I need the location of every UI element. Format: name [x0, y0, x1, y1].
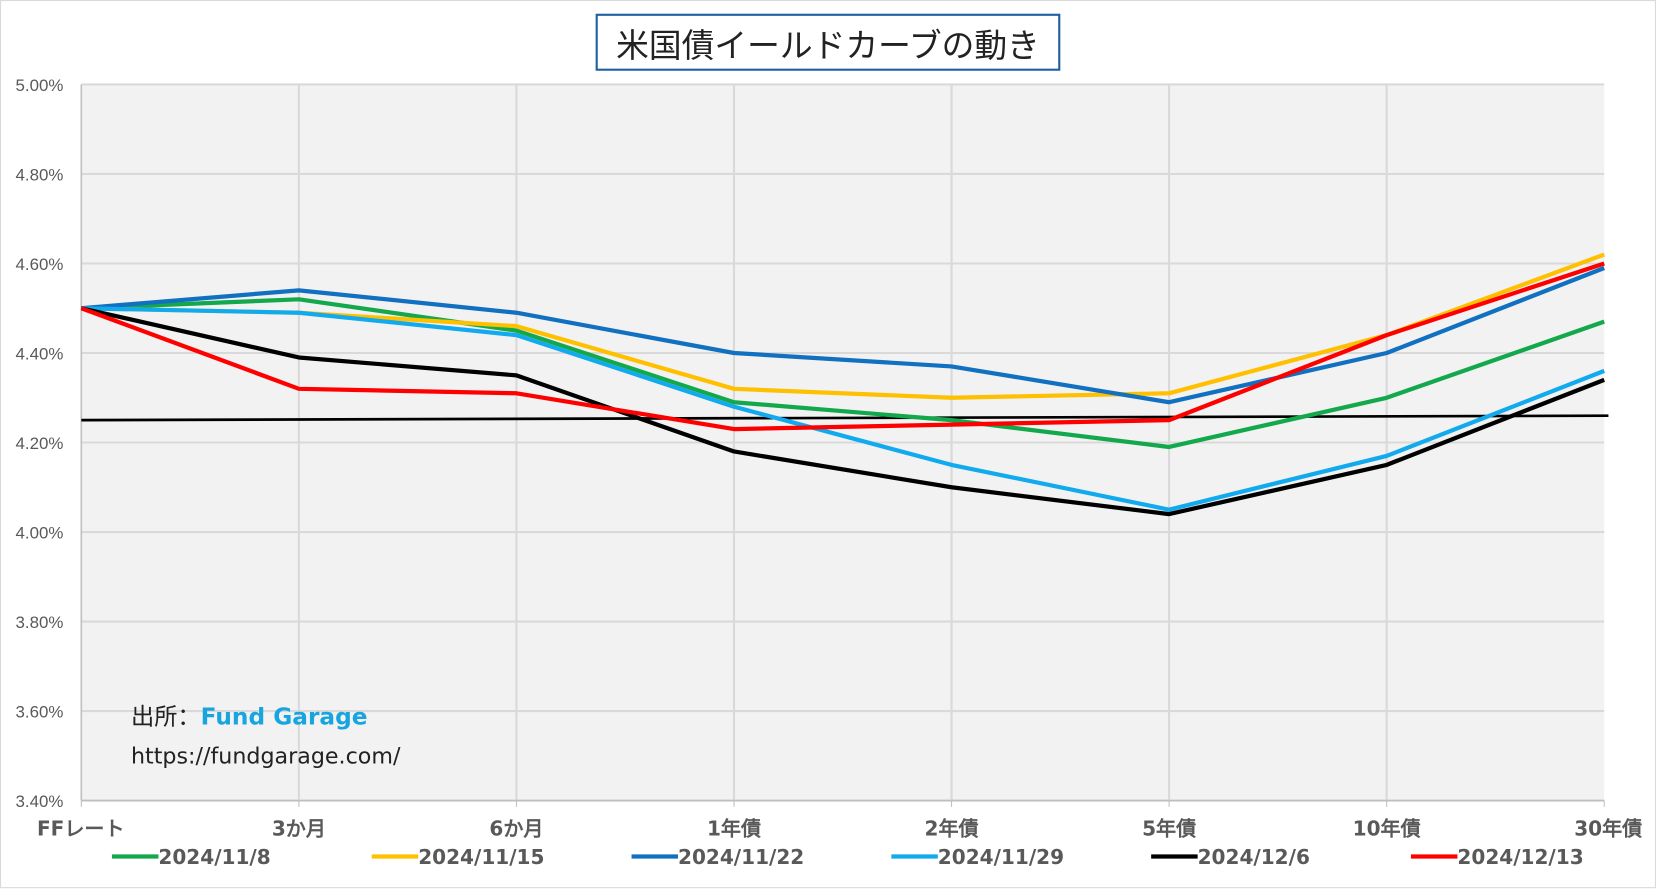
legend-label: 2024/12/13: [1457, 845, 1583, 869]
y-tick-label: 3.80%: [16, 613, 64, 632]
x-tick-label: 30年債: [1574, 816, 1642, 840]
y-tick-label: 4.20%: [16, 434, 64, 453]
x-tick-label: 3か月: [272, 816, 326, 840]
y-tick-label: 4.60%: [16, 255, 64, 274]
legend-label: 2024/11/22: [678, 845, 804, 869]
y-tick-label: 4.00%: [16, 523, 64, 542]
legend-label: 2024/12/6: [1198, 845, 1310, 869]
y-tick-label: 3.40%: [16, 792, 64, 811]
legend-label: 2024/11/8: [158, 845, 270, 869]
source-prefix: 出所：: [131, 704, 201, 730]
source-name: Fund Garage: [201, 704, 368, 730]
x-tick-label: 5年債: [1142, 816, 1196, 840]
x-tick-label: 2年債: [925, 816, 979, 840]
y-tick-label: 3.60%: [16, 702, 64, 721]
legend-label: 2024/11/29: [938, 845, 1064, 869]
x-tick-label: 6か月: [489, 816, 543, 840]
x-tick-label: 10年債: [1353, 816, 1421, 840]
y-tick-label: 4.40%: [16, 344, 64, 363]
y-tick-label: 4.80%: [16, 165, 64, 184]
source-url[interactable]: https://fundgarage.com/: [131, 743, 400, 768]
legend-label: 2024/11/15: [418, 845, 544, 869]
y-tick-label: 5.00%: [16, 76, 64, 95]
x-tick-label: FFレート: [37, 816, 125, 840]
source-label: 出所：Fund Garage: [131, 698, 368, 732]
x-tick-label: 1年債: [707, 816, 761, 840]
